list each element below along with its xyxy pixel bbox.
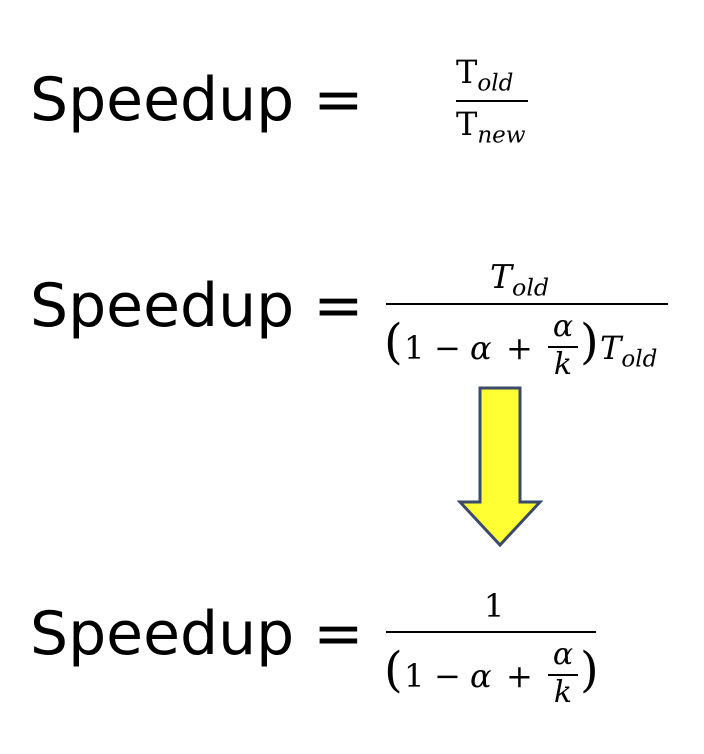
numerator-symbol: T: [490, 257, 513, 296]
denominator-symbol: T: [456, 105, 478, 143]
right-paren: ): [580, 642, 599, 698]
equation-1-numerator: Told: [456, 53, 513, 95]
denominator-plus: +: [506, 657, 533, 695]
denominator-symbol: T: [600, 329, 622, 367]
denominator-one: 1: [404, 329, 425, 367]
fraction-bar-2: [386, 303, 668, 305]
inner-fraction-bar: [548, 346, 578, 348]
right-paren: ): [580, 314, 599, 370]
speedup-label-2: Speedup =: [30, 271, 364, 341]
left-paren: (: [384, 642, 403, 698]
denominator-plus: +: [506, 329, 533, 367]
fraction-bar-3: [386, 631, 596, 633]
equation-2-numerator: Told: [490, 257, 549, 299]
inner-fraction-numerator: α: [552, 637, 574, 672]
arrow-shape: [456, 386, 544, 548]
speedup-label-1: Speedup =: [30, 65, 364, 135]
speedup-label-3: Speedup =: [30, 599, 364, 669]
fraction-bar-1: [456, 100, 528, 102]
inner-fraction-numerator: α: [552, 309, 574, 344]
denominator-minus: −: [434, 329, 461, 367]
inner-fraction-denominator: k: [553, 675, 573, 710]
inner-fraction-bar: [548, 674, 578, 676]
denominator-one: 1: [404, 657, 425, 695]
denominator-subscript: old: [621, 346, 658, 373]
denominator-subscript: new: [477, 122, 526, 149]
denominator-t-old: Told: [600, 329, 657, 371]
numerator-symbol: T: [456, 53, 478, 91]
denominator-minus: −: [434, 657, 461, 695]
denominator-alpha: α: [470, 657, 492, 695]
equation-1-denominator: Tnew: [456, 105, 526, 147]
denominator-alpha: α: [470, 329, 492, 367]
left-paren: (: [384, 314, 403, 370]
numerator-subscript: old: [512, 273, 550, 302]
numerator-subscript: old: [477, 70, 514, 97]
inner-fraction-denominator: k: [553, 347, 573, 382]
equation-3-numerator: 1: [483, 587, 505, 625]
